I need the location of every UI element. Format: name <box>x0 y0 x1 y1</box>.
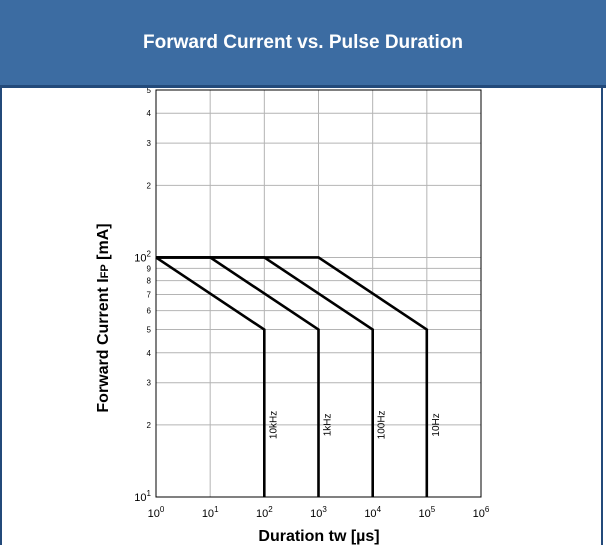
y-tick-label-major: 101 <box>134 489 151 504</box>
x-axis-label: Duration tw [µs] <box>258 528 379 545</box>
y-tick-label-minor: 7 <box>147 291 152 300</box>
y-tick-label-minor: 8 <box>147 277 152 286</box>
annotation-1kHz: 1kHz <box>323 413 334 436</box>
y-tick-label-minor: 3 <box>147 379 152 388</box>
series-group <box>155 256 429 497</box>
y-axis-label-unit: [mA] <box>95 223 112 264</box>
x-tick-label: 106 <box>473 505 490 520</box>
y-axis-label: Forward Current IFP [mA] <box>95 223 112 412</box>
y-tick-label-minor: 4 <box>147 109 152 118</box>
x-tick-label: 100 <box>148 505 165 520</box>
y-tick-label-minor: 3 <box>147 139 152 148</box>
x-tick-label: 105 <box>418 505 435 520</box>
annotation-group: 10kHz 1kHz 100Hz 10Hz <box>268 410 442 439</box>
annotation-100Hz: 100Hz <box>377 410 388 439</box>
series-line-10kHz <box>155 256 266 497</box>
y-tick-label-minor: 4 <box>147 349 152 358</box>
y-tick-label-minor: 2 <box>147 421 152 430</box>
frame-right-border <box>601 88 603 545</box>
y-axis-label-main: Forward Current I <box>95 278 112 412</box>
y-tick-label-minor: 9 <box>147 264 152 273</box>
x-tick-label: 104 <box>364 505 381 520</box>
y-axis-label-sub: FP <box>99 264 111 278</box>
annotation-10kHz: 10kHz <box>268 411 279 439</box>
y-tick-label-minor: 6 <box>147 307 152 316</box>
x-tick-label: 101 <box>202 505 219 520</box>
chart-plot: 10kHz 1kHz 100Hz 10Hz 100 101 102 103 104 105 106… <box>95 88 490 545</box>
annotation-10Hz: 10Hz <box>431 413 442 436</box>
y-tick-label-minor: 5 <box>147 88 152 95</box>
y-tick-label-major: 102 <box>134 249 151 264</box>
y-tick-label-minor: 5 <box>147 326 152 335</box>
x-tick-label: 102 <box>256 505 273 520</box>
series-line-1kHz <box>156 256 320 497</box>
frame-left-border <box>0 88 2 545</box>
chart-title: Forward Current vs. Pulse Duration <box>143 31 463 53</box>
x-tick-label: 103 <box>310 505 327 520</box>
chart-header: Forward Current vs. Pulse Duration <box>0 0 606 88</box>
series-line-10Hz <box>156 256 429 497</box>
y-tick-label-minor: 2 <box>147 181 152 190</box>
